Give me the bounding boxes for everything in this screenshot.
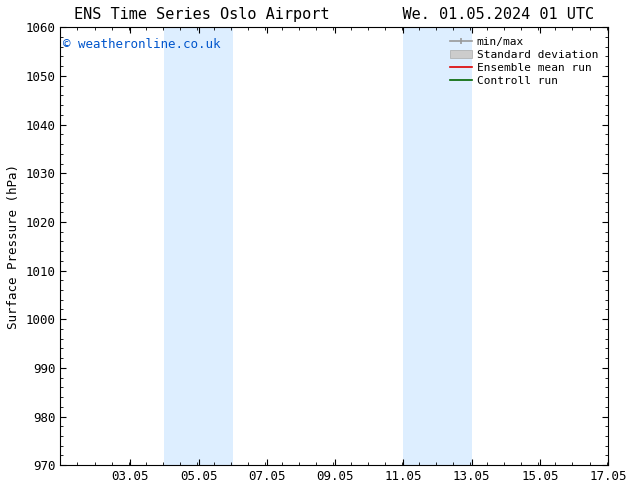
Bar: [403, 27, 472, 465]
Bar: [164, 27, 233, 465]
Y-axis label: Surface Pressure (hPa): Surface Pressure (hPa): [7, 164, 20, 329]
Title: ENS Time Series Oslo Airport        We. 01.05.2024 01 UTC: ENS Time Series Oslo Airport We. 01.05.2…: [74, 7, 595, 22]
Text: © weatheronline.co.uk: © weatheronline.co.uk: [63, 38, 221, 51]
Legend: min/max, Standard deviation, Ensemble mean run, Controll run: min/max, Standard deviation, Ensemble me…: [446, 33, 603, 90]
